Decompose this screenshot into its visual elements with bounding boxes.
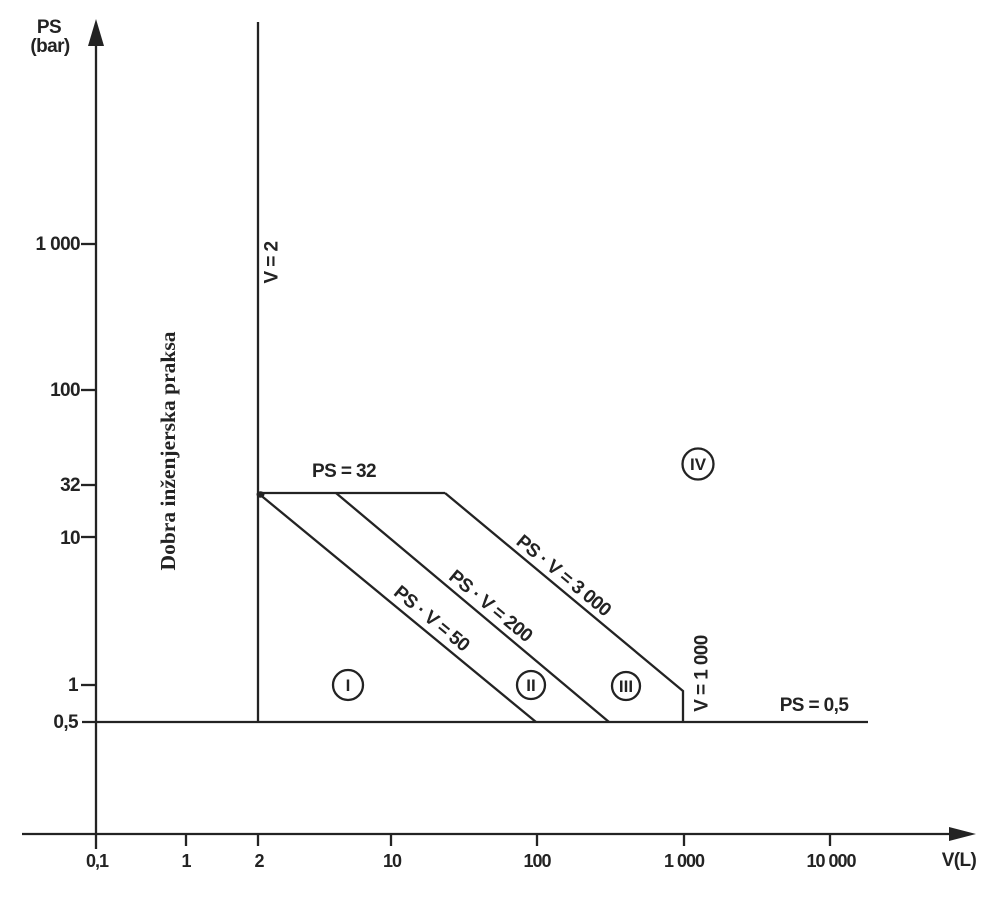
svg-text:1: 1 <box>68 675 79 696</box>
svg-text:I: I <box>346 676 351 695</box>
svg-text:1 000: 1 000 <box>664 851 705 871</box>
svg-text:2: 2 <box>254 851 264 871</box>
svg-text:0,5: 0,5 <box>53 712 79 733</box>
svg-text:IV: IV <box>690 455 707 474</box>
svg-text:V = 2: V = 2 <box>262 242 283 284</box>
svg-text:1 000: 1 000 <box>35 234 80 255</box>
svg-text:10 000: 10 000 <box>806 851 856 871</box>
svg-text:V = 1 000: V = 1 000 <box>692 635 713 712</box>
svg-text:PS = 32: PS = 32 <box>312 461 376 482</box>
svg-text:V(L): V(L) <box>942 850 977 871</box>
svg-text:PS = 0,5: PS = 0,5 <box>780 695 850 716</box>
svg-text:100: 100 <box>50 380 80 401</box>
svg-text:PS: PS <box>37 17 61 38</box>
svg-text:1: 1 <box>181 851 191 871</box>
svg-text:II: II <box>526 676 535 695</box>
svg-text:(bar): (bar) <box>30 36 69 57</box>
svg-text:Dobra inženjerska praksa: Dobra inženjerska praksa <box>156 331 180 570</box>
svg-text:32: 32 <box>60 475 80 496</box>
svg-text:100: 100 <box>523 851 551 871</box>
svg-text:III: III <box>619 677 633 696</box>
svg-text:10: 10 <box>383 851 402 871</box>
svg-text:0,1: 0,1 <box>86 851 109 871</box>
svg-text:10: 10 <box>60 528 80 549</box>
